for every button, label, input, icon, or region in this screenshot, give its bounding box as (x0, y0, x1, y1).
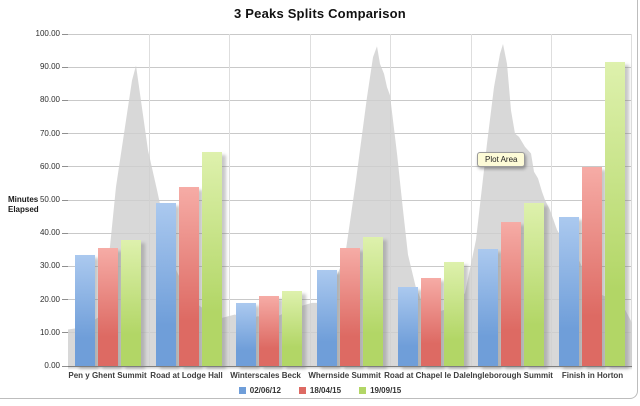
bar-02-06-12-cat3[interactable] (317, 269, 337, 366)
legend: 02/06/12 18/04/15 19/09/15 (0, 386, 640, 395)
bar-18-04-15-cat4[interactable] (420, 278, 441, 366)
y-axis-tickmark (62, 99, 68, 101)
bar-18-04-15-cat5[interactable] (501, 221, 522, 366)
bar-19-09-15-cat3[interactable] (363, 236, 383, 366)
y-axis-tickmark (62, 232, 68, 234)
x-axis-shadow (68, 366, 632, 370)
y-axis-tickmark (62, 166, 68, 168)
legend-label: 02/06/12 (249, 386, 281, 395)
legend-item-18-04-15[interactable]: 18/04/15 (298, 386, 342, 395)
y-axis-tick-label: 70.00 (39, 128, 60, 138)
legend-swatch (359, 387, 367, 394)
bar-18-04-15-cat0[interactable] (98, 248, 119, 366)
gridline (68, 99, 632, 101)
y-axis-tick-label: 0.00 (44, 361, 60, 370)
y-axis-tick-label: 90.00 (39, 62, 60, 72)
legend-item-02-06-12[interactable]: 02/06/12 (238, 386, 281, 395)
y-axis-tickmark (62, 199, 68, 201)
bar-02-06-12-cat4[interactable] (397, 287, 418, 366)
legend-label: 18/04/15 (309, 386, 342, 395)
category-label: Finish in Horton (561, 371, 624, 380)
category-label: Ingleborough Summit (470, 371, 553, 380)
bar-18-04-15-cat1[interactable] (178, 186, 199, 366)
gridline (68, 66, 632, 68)
y-axis-tickmark (62, 299, 68, 301)
bar-02-06-12-cat5[interactable] (478, 248, 499, 366)
category-separator (470, 34, 472, 366)
plot-area[interactable]: Plot Area (62, 33, 632, 370)
category-label: Road at Chapel le Dale (384, 371, 471, 380)
y-axis-tick-label: 30.00 (39, 261, 60, 271)
y-axis-tick-label: 10.00 (39, 327, 60, 337)
bar-02-06-12-cat0[interactable] (75, 255, 96, 366)
bar-19-09-15-cat2[interactable] (282, 291, 303, 366)
y-axis-tickmark (62, 332, 68, 334)
bar-18-04-15-cat6[interactable] (581, 166, 602, 366)
category-label: Road at Lodge Hall (150, 371, 223, 380)
y-axis-tickmark (62, 365, 68, 367)
category-separator (309, 34, 311, 366)
bar-19-09-15-cat6[interactable] (604, 62, 625, 366)
y-axis-tick-label: 50.00 (39, 195, 60, 204)
gridline (68, 33, 632, 35)
y-axis-tick-label: 60.00 (39, 161, 60, 171)
gridline (68, 199, 632, 201)
bar-19-09-15-cat0[interactable] (121, 239, 142, 366)
gridline (68, 133, 632, 135)
category-separator (229, 34, 231, 366)
legend-swatch (298, 387, 306, 394)
legend-item-19-09-15[interactable]: 19/09/15 (359, 386, 401, 395)
legend-label: 19/09/15 (370, 386, 402, 395)
plot-area-tooltip: Plot Area (477, 152, 526, 167)
y-axis-tickmark (62, 265, 68, 267)
y-axis-tick-label: 100.00 (35, 29, 60, 38)
gridline (68, 365, 632, 367)
bar-02-06-12-cat1[interactable] (155, 203, 176, 366)
bar-02-06-12-cat2[interactable] (236, 302, 257, 366)
bar-19-09-15-cat1[interactable] (201, 151, 222, 366)
y-axis-label: Minutes Elapsed (8, 195, 54, 215)
bar-19-09-15-cat5[interactable] (524, 203, 545, 366)
y-axis-tickmark (62, 33, 68, 35)
chart-title: 3 Peaks Splits Comparison (234, 6, 406, 21)
gridline (68, 166, 632, 168)
category-label: Winterscales Beck (230, 371, 301, 380)
category-label: Pen y Ghent Summit (68, 371, 147, 380)
y-axis-tickmark (62, 66, 68, 68)
y-axis-tick-label: 20.00 (39, 294, 60, 304)
y-axis-tick-label: 80.00 (39, 95, 60, 105)
y-axis-label-line1: Minutes (8, 195, 39, 204)
bar-02-06-12-cat6[interactable] (558, 216, 579, 366)
y-axis-tick-label: 40.00 (39, 228, 60, 238)
y-axis-tickmark (62, 133, 68, 135)
category-label: Whernside Summit (308, 371, 381, 380)
category-separator (631, 34, 632, 366)
legend-swatch (238, 387, 246, 394)
x-axis-category-labels: Pen y Ghent Summit Road at Lodge Hall Wint… (68, 371, 632, 380)
bar-18-04-15-cat3[interactable] (340, 248, 360, 366)
y-axis-label-line2: Elapsed (8, 205, 39, 214)
category-separator (551, 34, 553, 366)
bar-19-09-15-cat4[interactable] (443, 262, 464, 366)
bar-18-04-15-cat2[interactable] (259, 296, 280, 366)
